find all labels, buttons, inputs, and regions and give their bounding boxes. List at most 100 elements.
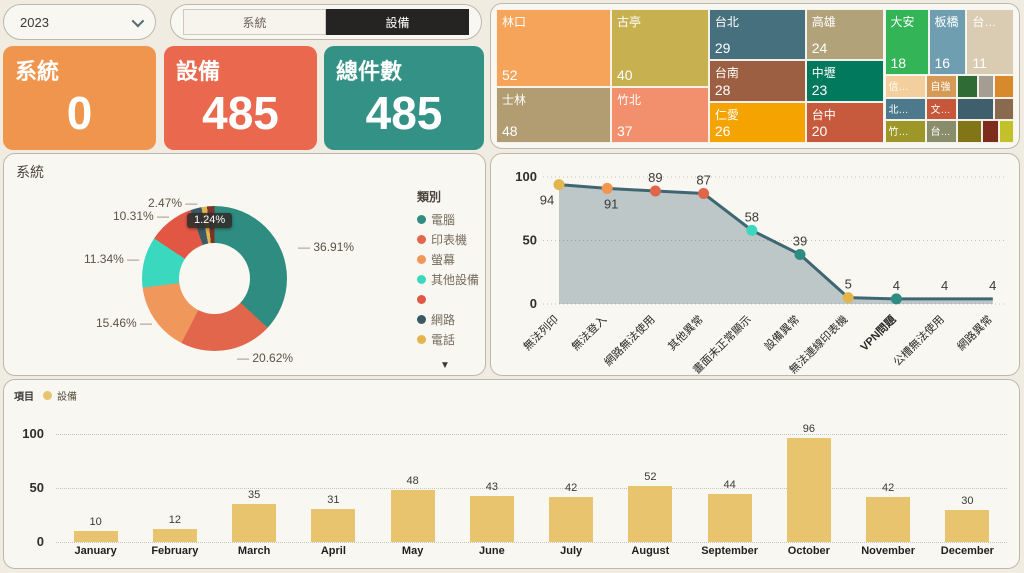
- bar-value-label: 43: [485, 480, 498, 493]
- tile-label: 板橋: [934, 15, 959, 29]
- treemap-tile[interactable]: 台北 29: [708, 9, 806, 60]
- treemap-tile[interactable]: 士林 48: [496, 87, 611, 143]
- legend-dot-icon: [417, 274, 426, 284]
- bar-value-label: 12: [168, 514, 181, 527]
- treemap-tile[interactable]: [957, 75, 978, 98]
- treemap-tile[interactable]: [999, 120, 1014, 143]
- treemap-tile[interactable]: 竹…: [884, 120, 927, 143]
- treemap-tile[interactable]: 竹北 37: [610, 87, 709, 143]
- bar-column: 35: [215, 489, 294, 542]
- toggle-system-button[interactable]: 系統: [183, 9, 326, 35]
- legend-item[interactable]: 印表機: [417, 229, 483, 249]
- data-point[interactable]: [842, 292, 854, 304]
- bar[interactable]: [232, 504, 277, 542]
- bar-legend-title: 項目: [14, 392, 34, 403]
- kpi-value: 0: [66, 87, 93, 139]
- legend-item[interactable]: 電腦: [417, 209, 483, 229]
- bar-value-label: 42: [882, 481, 895, 494]
- treemap-tile[interactable]: 文…: [926, 97, 957, 121]
- legend-item[interactable]: 螢幕: [417, 249, 483, 269]
- treemap-tile[interactable]: 台中 20: [805, 101, 885, 143]
- treemap-tile[interactable]: 林口 52: [496, 9, 611, 88]
- data-point[interactable]: [890, 293, 902, 305]
- donut-callout: 10.31%: [113, 209, 169, 223]
- panel-title: 系統: [16, 164, 44, 180]
- treemap-tile[interactable]: 高雄 24: [805, 9, 885, 60]
- data-point[interactable]: [553, 179, 565, 191]
- legend-item[interactable]: 電話: [417, 329, 483, 349]
- treemap-tile[interactable]: 台南 28: [708, 59, 806, 102]
- data-label: 4: [941, 278, 948, 293]
- treemap-tile[interactable]: 板橋 16: [928, 9, 967, 76]
- treemap-tile[interactable]: 大安 18: [884, 9, 929, 76]
- data-point[interactable]: [794, 248, 806, 260]
- x-category-label: 網路無法使用: [601, 312, 658, 369]
- legend-dot-icon: [417, 294, 426, 304]
- treemap-tile[interactable]: [957, 97, 995, 121]
- donut-callout: 15.46%: [96, 316, 152, 330]
- x-category-label: August: [631, 545, 670, 557]
- tile-value: 29: [714, 39, 731, 56]
- treemap-tile[interactable]: 自強: [926, 75, 957, 98]
- treemap-tile[interactable]: [957, 120, 982, 143]
- treemap-tile[interactable]: [994, 75, 1014, 98]
- tile-label: 仁愛: [714, 107, 739, 122]
- toggle-device-button[interactable]: 設備: [326, 9, 469, 35]
- treemap-tile[interactable]: [977, 75, 995, 98]
- legend-expand-icon[interactable]: ▼: [440, 360, 450, 371]
- bar[interactable]: [945, 509, 990, 542]
- data-label: 5: [845, 277, 852, 292]
- data-point[interactable]: [746, 224, 758, 236]
- bar-column: 44: [690, 479, 769, 542]
- bar-plot-area: 10 12 35 31 48 43 42 52 44 96 42 30: [56, 423, 1007, 543]
- data-point[interactable]: [698, 188, 710, 200]
- bar[interactable]: [73, 531, 118, 542]
- tile-label: 中壢: [811, 65, 836, 80]
- bar[interactable]: [311, 508, 356, 542]
- treemap-tile[interactable]: 信…: [884, 75, 927, 98]
- tile-label: 竹北: [616, 93, 641, 108]
- treemap-tile[interactable]: 中壢 23: [805, 59, 885, 102]
- bar[interactable]: [469, 495, 514, 542]
- series-dot-icon: [43, 391, 52, 400]
- bar-column: 31: [294, 494, 373, 542]
- bar[interactable]: [707, 494, 752, 542]
- bar[interactable]: [549, 496, 594, 542]
- line-series: [558, 183, 993, 301]
- tile-value: 37: [616, 122, 633, 139]
- bar[interactable]: [866, 496, 911, 542]
- tile-label: 竹…: [888, 127, 909, 139]
- x-category-label: September: [701, 545, 759, 557]
- tile-value: 48: [502, 122, 518, 139]
- bar[interactable]: [390, 490, 435, 542]
- bar[interactable]: [152, 529, 197, 542]
- treemap-tile[interactable]: 台…: [926, 120, 957, 143]
- tile-value: 16: [934, 55, 951, 72]
- treemap-tile[interactable]: [981, 120, 1000, 143]
- treemap-tile[interactable]: [994, 97, 1014, 121]
- legend-item[interactable]: 網路: [417, 309, 483, 329]
- treemap-tile[interactable]: 北…: [884, 97, 927, 121]
- bar-chart-panel: 項目 設備 0 50 100 10 12 35 31 48 43 42 52 44 96 42 30 Ja…: [3, 379, 1020, 569]
- legend-item[interactable]: [417, 289, 483, 309]
- legend-dot-icon: [417, 254, 426, 264]
- x-category-label: 公槽無法使用: [890, 312, 947, 369]
- treemap-tile[interactable]: 台… 11: [966, 9, 1014, 76]
- x-category-label: November: [861, 545, 916, 557]
- data-point[interactable]: [649, 185, 661, 197]
- kpi-card-total: 總件數 485: [324, 46, 484, 150]
- donut-tooltip: 1.24%: [187, 213, 233, 228]
- bar[interactable]: [786, 438, 831, 542]
- treemap-tile[interactable]: 古亭 40: [610, 9, 709, 88]
- data-point[interactable]: [601, 182, 613, 194]
- tile-value: 24: [811, 39, 828, 56]
- donut-panel: 系統 36.91% 20.62% 15.46% 11.34% 10.31% 2.…: [3, 153, 486, 376]
- legend-item[interactable]: 其他設備: [417, 269, 483, 289]
- bar-value-label: 96: [802, 423, 815, 436]
- kpi-value: 485: [365, 87, 443, 139]
- year-dropdown[interactable]: 2023: [3, 4, 156, 40]
- gridline: [56, 434, 1007, 435]
- treemap-tile[interactable]: 仁愛 26: [708, 101, 806, 143]
- bar[interactable]: [628, 485, 673, 542]
- donut-chart[interactable]: [142, 206, 287, 351]
